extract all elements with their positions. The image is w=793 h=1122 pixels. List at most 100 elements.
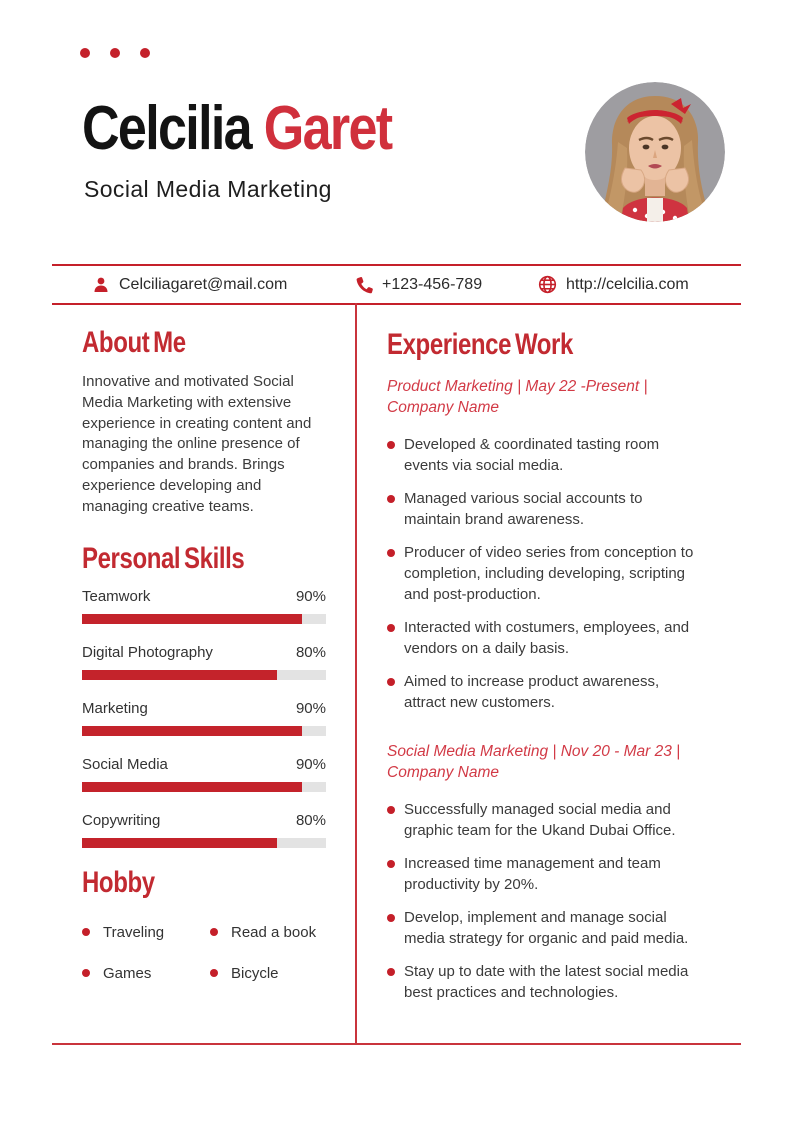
skills-list: Teamwork 90% Digital Photography 80% Mar… <box>82 588 326 848</box>
job-bullet-text: Develop, implement and manage social med… <box>404 909 689 947</box>
job-bullet: Producer of video series from conception… <box>387 542 699 605</box>
skill-row: Marketing 90% <box>82 700 326 736</box>
experience-jobs: Product Marketing | May 22 -Present | Co… <box>387 376 699 1003</box>
job-bullet: Develop, implement and manage social med… <box>387 907 699 949</box>
phone-icon <box>355 276 373 294</box>
contact-website-text: http://celcilia.com <box>566 275 689 293</box>
job-bullet: Successfully managed social media and gr… <box>387 799 699 841</box>
contact-bar: Celciliagaret@mail.com +123-456-789 http… <box>52 264 741 305</box>
hobby-label: Games <box>103 964 152 982</box>
contact-phone-text: +123-456-789 <box>382 275 483 293</box>
job-bullet-text: Aimed to increase product awareness, att… <box>404 673 660 711</box>
bullet-icon <box>387 441 395 449</box>
dot-icon <box>80 48 90 58</box>
job-bullet: Aimed to increase product awareness, att… <box>387 671 699 713</box>
hobby-section-title: Hobby <box>82 865 155 899</box>
bullet-icon <box>387 549 395 557</box>
bullet-icon <box>82 969 90 978</box>
bullet-icon <box>387 495 395 503</box>
job-bullet: Developed & coordinated tasting room eve… <box>387 434 699 476</box>
job-bullet-list: Developed & coordinated tasting room eve… <box>387 434 699 713</box>
skill-bar-track <box>82 669 326 680</box>
bullet-icon <box>387 806 395 814</box>
person-icon <box>92 276 110 294</box>
first-name: Celcilia <box>82 94 264 163</box>
hobby-list: Traveling Read a book Games Bicycle <box>82 924 326 982</box>
contact-phone[interactable]: +123-456-789 <box>355 266 482 303</box>
skill-row: Social Media 90% <box>82 756 326 792</box>
job-bullet: Managed various social accounts to maint… <box>387 488 699 530</box>
skill-bar-track <box>82 837 326 848</box>
skill-value: 90% <box>295 587 326 605</box>
skill-value: 80% <box>295 811 326 829</box>
bullet-icon <box>387 860 395 868</box>
skill-label: Marketing <box>82 699 148 717</box>
hobby-label: Traveling <box>103 923 165 941</box>
skill-bar-fill <box>82 781 302 792</box>
skill-bar-fill <box>82 613 302 624</box>
job-bullet-text: Developed & coordinated tasting room eve… <box>404 436 660 474</box>
right-column: Experience Work Product Marketing | May … <box>387 318 699 1015</box>
skill-label: Copywriting <box>82 811 161 829</box>
job-bullet: Stay up to date with the latest social m… <box>387 961 699 1003</box>
bullet-icon <box>387 968 395 976</box>
skill-value: 90% <box>295 699 326 717</box>
profile-photo <box>585 82 725 222</box>
contact-email[interactable]: Celciliagaret@mail.com <box>92 266 287 303</box>
skill-bar-fill <box>82 725 302 736</box>
left-column: About Me Innovative and motivated Social… <box>82 318 326 982</box>
skill-label: Teamwork <box>82 587 151 605</box>
dot-icon <box>140 48 150 58</box>
skill-row: Copywriting 80% <box>82 812 326 848</box>
about-text: Innovative and motivated Social Media Ma… <box>82 373 312 515</box>
job-bullet-text: Interacted with costumers, employees, an… <box>404 619 690 657</box>
page-title: Celcilia Garet <box>82 96 450 161</box>
portrait-illustration <box>585 82 725 222</box>
job-bullet: Increased time management and team produ… <box>387 853 699 895</box>
bullet-icon <box>210 969 218 978</box>
dot-icon <box>110 48 120 58</box>
skill-bar-fill <box>82 837 278 848</box>
contact-website[interactable]: http://celcilia.com <box>538 266 689 303</box>
bullet-icon <box>387 678 395 686</box>
hobby-item: Read a book <box>210 924 326 941</box>
hobby-item: Traveling <box>82 924 210 941</box>
hobby-item: Bicycle <box>210 965 326 982</box>
skill-value: 90% <box>295 755 326 773</box>
skills-section-title: Personal Skills <box>82 541 245 575</box>
experience-section-title: Experience Work <box>387 328 573 361</box>
bullet-icon <box>387 914 395 922</box>
hobby-label: Read a book <box>231 923 317 941</box>
job-bullet-text: Producer of video series from conception… <box>404 544 694 603</box>
bullet-icon <box>387 624 395 632</box>
job-entry: Product Marketing | May 22 -Present | Co… <box>387 376 699 713</box>
job-bullet-text: Stay up to date with the latest social m… <box>404 963 689 1001</box>
skill-row: Teamwork 90% <box>82 588 326 624</box>
skill-value: 80% <box>295 643 326 661</box>
bottom-rule <box>52 1043 741 1045</box>
contact-email-text: Celciliagaret@mail.com <box>119 275 288 293</box>
bullet-icon <box>82 928 90 937</box>
last-name: Garet <box>263 94 393 163</box>
decorative-dots <box>80 48 150 58</box>
bullet-icon <box>210 928 218 937</box>
skill-label: Digital Photography <box>82 643 213 661</box>
job-entry: Social Media Marketing | Nov 20 - Mar 23… <box>387 741 699 1003</box>
job-bullet: Interacted with costumers, employees, an… <box>387 617 699 659</box>
job-bullet-text: Increased time management and team produ… <box>404 855 661 893</box>
skill-bar-fill <box>82 669 278 680</box>
skill-bar-track <box>82 725 326 736</box>
skill-row: Digital Photography 80% <box>82 644 326 680</box>
globe-icon <box>538 275 557 294</box>
skill-bar-track <box>82 781 326 792</box>
job-bullet-text: Managed various social accounts to maint… <box>404 490 643 528</box>
job-heading: Social Media Marketing | Nov 20 - Mar 23… <box>387 743 681 781</box>
hobby-label: Bicycle <box>231 964 279 982</box>
job-bullet-text: Successfully managed social media and gr… <box>404 801 676 839</box>
job-bullet-list: Successfully managed social media and gr… <box>387 799 699 1003</box>
skill-bar-track <box>82 613 326 624</box>
job-title-subtitle: Social Media Marketing <box>84 176 332 202</box>
skill-label: Social Media <box>82 755 168 773</box>
hobby-item: Games <box>82 965 210 982</box>
